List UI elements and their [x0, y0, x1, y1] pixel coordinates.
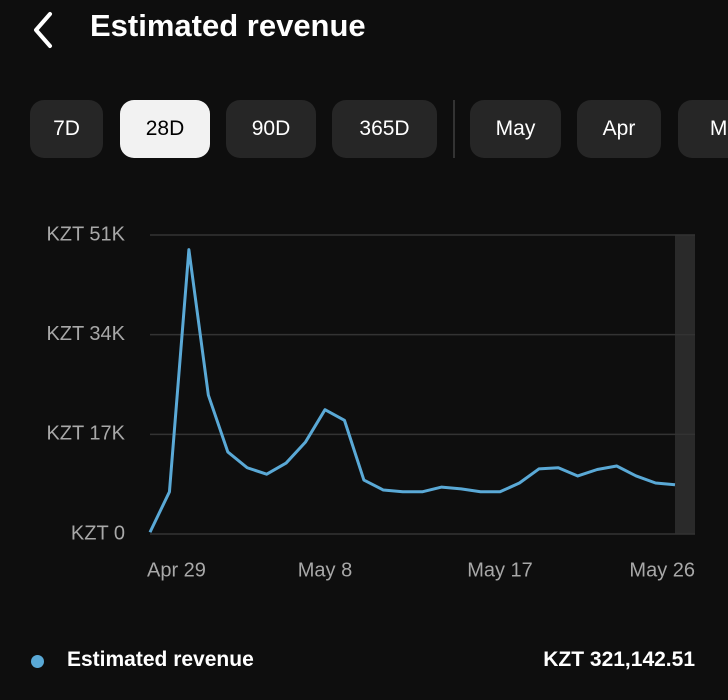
- chart: KZT 0 KZT 17K KZT 34K KZT 51K Apr 29 May 8 May…: [46, 223, 695, 581]
- y-tick-label: KZT 17K: [46, 423, 125, 445]
- y-tick-label: KZT 51K: [46, 223, 125, 245]
- x-tick-label: May 17: [467, 559, 533, 581]
- legend-label: Estimated revenue: [67, 648, 254, 671]
- x-tick-label: May 26: [629, 559, 695, 581]
- back-arrow: [34, 12, 52, 48]
- period-tab[interactable]: Apr: [577, 100, 661, 158]
- x-tick-label: Apr 29: [147, 559, 206, 581]
- period-tab[interactable]: Mar: [678, 100, 728, 158]
- legend-dot: [31, 655, 44, 668]
- hover-band: [675, 235, 695, 534]
- page-title: Estimated revenue: [90, 8, 366, 43]
- y-tick-label: KZT 34K: [46, 323, 125, 345]
- period-tab[interactable]: 28D: [120, 100, 210, 158]
- line: [148, 248, 676, 533]
- back-button[interactable]: [28, 10, 58, 50]
- period-tab[interactable]: 365D: [332, 100, 437, 158]
- period-tabs: 7D 28D 90D 365D May Apr Mar: [0, 100, 728, 160]
- total-value: KZT 321,142.51: [543, 648, 695, 671]
- x-tick-label: May 8: [298, 559, 352, 581]
- period-tab[interactable]: 7D: [30, 100, 103, 158]
- period-tab[interactable]: May: [470, 100, 561, 158]
- y-tick-label: KZT 0: [71, 522, 125, 544]
- divider: [453, 100, 455, 158]
- period-tab[interactable]: 90D: [226, 100, 316, 158]
